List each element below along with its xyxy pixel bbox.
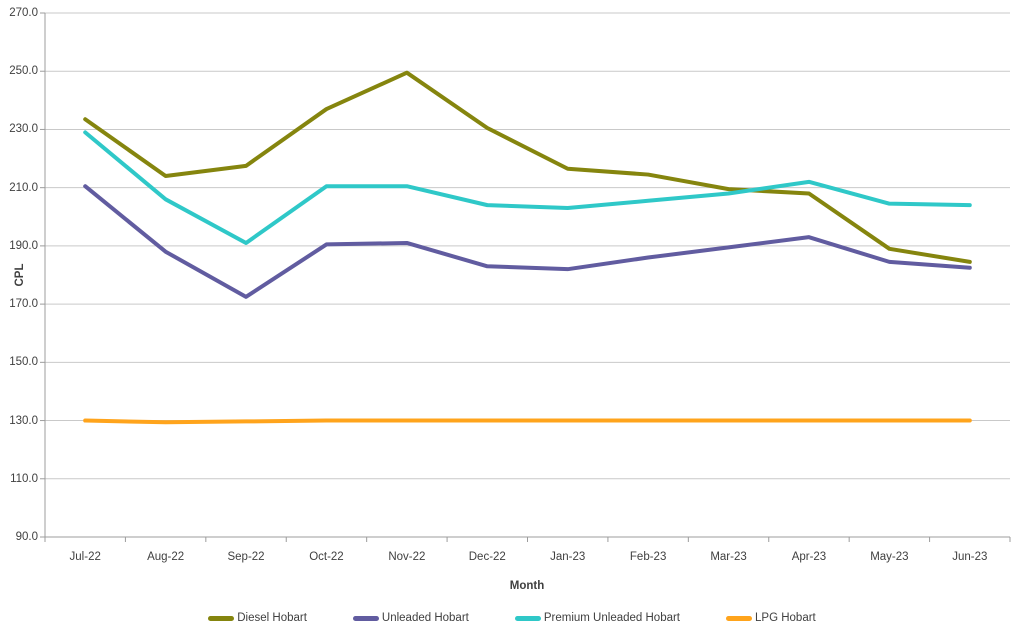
diesel-line-swatch-icon xyxy=(208,615,235,621)
y-axis-tick-label: 270.0 xyxy=(9,7,38,19)
x-axis-tick-label: Mar-23 xyxy=(710,551,747,563)
unleaded-line-swatch-icon xyxy=(352,615,379,621)
y-axis-tick-label: 230.0 xyxy=(9,123,38,136)
x-axis-tick-label: May-23 xyxy=(870,551,909,563)
x-axis-tick-label: Jan-23 xyxy=(550,551,586,563)
x-axis-tick-label: Jun-23 xyxy=(952,551,988,563)
x-axis-tick-label: Aug-22 xyxy=(147,551,185,563)
y-axis-title: CPL xyxy=(14,263,26,287)
x-axis-tick-label: Feb-23 xyxy=(629,551,667,563)
x-axis-title: Month xyxy=(509,580,545,592)
x-axis-tick-label: Nov-22 xyxy=(388,551,426,563)
y-axis-tick-label: 90.0 xyxy=(15,531,38,543)
y-axis-tick-label: 130.0 xyxy=(9,414,38,427)
legend-item-diesel: Diesel Hobart xyxy=(208,612,307,624)
lpg-line-swatch-icon xyxy=(726,615,753,621)
y-axis-tick-label: 110.0 xyxy=(10,472,38,485)
legend-item-lpg: LPG Hobart xyxy=(726,612,816,624)
legend-label: Diesel Hobart xyxy=(237,612,307,624)
legend-item-unleaded: Unleaded Hobart xyxy=(352,612,469,624)
legend-label: Premium Unleaded Hobart xyxy=(543,612,681,624)
x-axis-tick-label: Sep-22 xyxy=(227,551,265,563)
x-axis-tick-label: Jul-22 xyxy=(69,551,101,563)
series-line-premium-unleaded-hobart xyxy=(83,130,972,245)
x-axis-tick-label: Apr-23 xyxy=(791,551,827,563)
series-line-unleaded-hobart xyxy=(83,184,972,299)
y-axis-tick-label: 150.0 xyxy=(9,356,38,369)
y-axis-tick-label: 210.0 xyxy=(9,181,38,194)
legend-label: Unleaded Hobart xyxy=(381,612,469,624)
chart-legend: Diesel Hobart Unleaded Hobart Premium Un… xyxy=(0,612,1024,624)
y-axis-tick-label: 170.0 xyxy=(9,298,38,311)
x-axis-tick-label: Oct-22 xyxy=(309,551,344,563)
x-axis-tick-label: Dec-22 xyxy=(468,551,506,563)
legend-item-premium-unleaded: Premium Unleaded Hobart xyxy=(514,612,681,624)
y-axis-tick-label: 190.0 xyxy=(9,239,38,252)
series-line-lpg-hobart xyxy=(83,418,972,425)
premium-unleaded-line-swatch-icon xyxy=(514,615,541,621)
legend-label: LPG Hobart xyxy=(755,612,816,624)
series-line-diesel-hobart xyxy=(83,70,972,264)
y-axis-tick-label: 250.0 xyxy=(9,65,38,78)
